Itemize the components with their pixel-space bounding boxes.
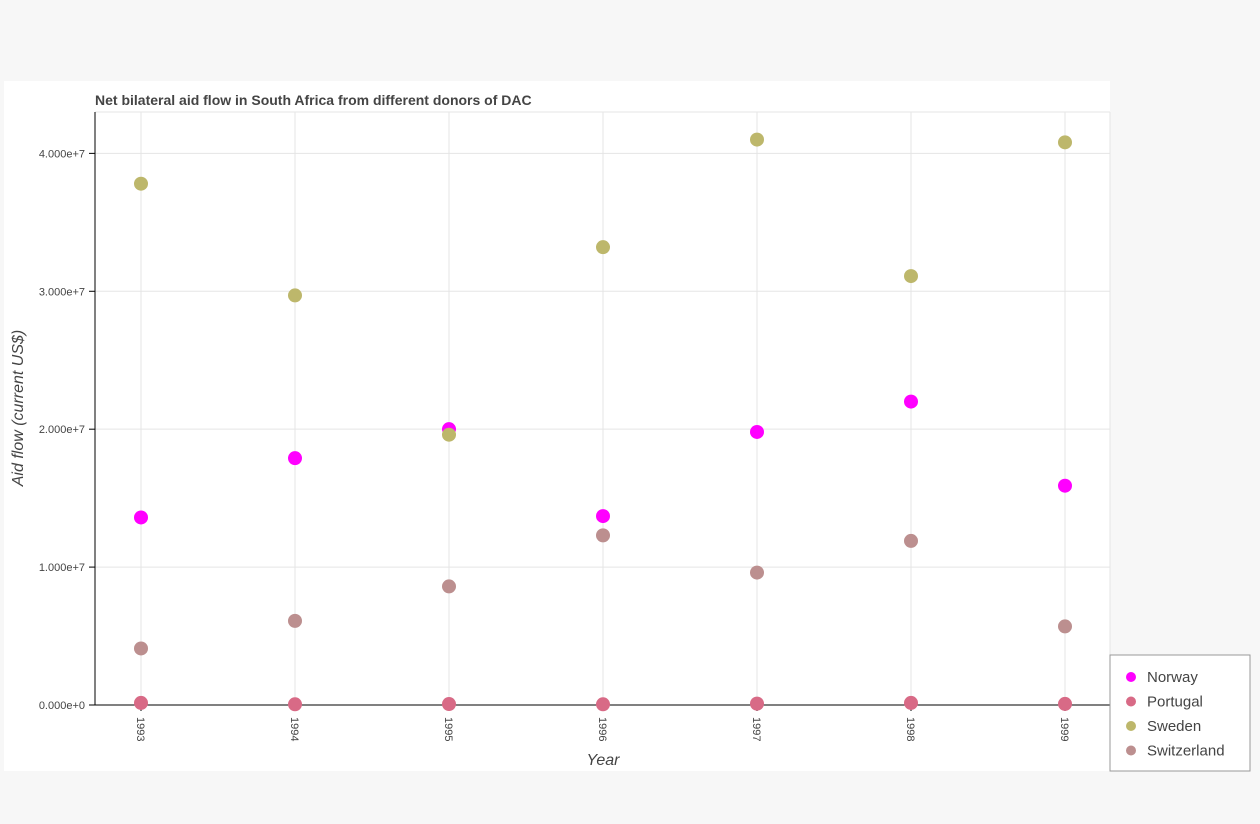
x-tick-label: 1998 [904, 717, 916, 741]
x-tick-label: 1997 [750, 717, 762, 741]
point-switzerland [1058, 619, 1072, 634]
figure-background [4, 81, 1110, 771]
y-tick-label: 1.000e+7 [39, 562, 85, 574]
y-axis-ticks: 0.000e+0 1.000e+7 2.000e+7 3.000e+7 4.000e+7 [39, 148, 95, 712]
legend-marker-portugal [1126, 696, 1136, 707]
x-tick-label: 1995 [442, 717, 454, 741]
legend: Norway Portugal Sweden Switzerland [1109, 654, 1251, 772]
point-sweden [288, 288, 302, 303]
point-sweden [596, 240, 610, 255]
legend-marker-sweden [1126, 721, 1136, 731]
x-tick-label: 1999 [1058, 717, 1070, 741]
x-axis-ticks: 1993 1994 1995 1996 1997 1998 1999 [134, 705, 1070, 741]
point-switzerland [288, 613, 302, 628]
point-norway [750, 424, 764, 439]
y-tick-label: 4.000e+7 [39, 148, 85, 160]
legend-marker-norway [1126, 672, 1136, 682]
point-norway [1058, 478, 1072, 493]
y-tick-label: 2.000e+7 [39, 424, 85, 436]
x-tick-label: 1993 [134, 717, 146, 741]
grid [95, 111, 1111, 705]
x-tick-label: 1994 [288, 717, 300, 741]
data-points [134, 132, 1072, 712]
y-tick-label: 3.000e+7 [39, 286, 85, 298]
legend-label-sweden: Sweden [1147, 718, 1201, 735]
point-norway [134, 510, 148, 525]
x-tick-label: 1996 [596, 717, 608, 741]
legend-label-portugal: Portugal [1147, 694, 1203, 711]
point-portugal [596, 697, 610, 712]
point-norway [288, 451, 302, 466]
point-portugal [442, 697, 456, 712]
x-axis-label: Year [587, 752, 621, 769]
point-portugal [1058, 696, 1072, 711]
legend-label-switzerland: Switzerland [1147, 743, 1225, 760]
legend-marker-switzerland [1126, 745, 1136, 756]
point-portugal [904, 695, 918, 710]
point-norway [904, 394, 918, 409]
point-switzerland [596, 528, 610, 543]
point-portugal [134, 695, 148, 710]
y-axis-label: Aid flow (current US$) [10, 330, 27, 488]
point-sweden [442, 427, 456, 442]
point-sweden [134, 176, 148, 191]
point-sweden [904, 269, 918, 284]
axes [94, 112, 1240, 706]
chart-title: Net bilateral aid flow in South Africa f… [95, 92, 532, 108]
point-switzerland [904, 533, 918, 548]
legend-label-norway: Norway [1147, 669, 1198, 686]
point-sweden [1058, 135, 1072, 150]
point-switzerland [134, 641, 148, 656]
point-switzerland [750, 565, 764, 580]
point-norway [596, 509, 610, 524]
point-switzerland [442, 579, 456, 594]
point-portugal [288, 697, 302, 712]
point-portugal [750, 696, 764, 711]
y-tick-label: 0.000e+0 [39, 700, 85, 712]
point-sweden [750, 132, 764, 147]
